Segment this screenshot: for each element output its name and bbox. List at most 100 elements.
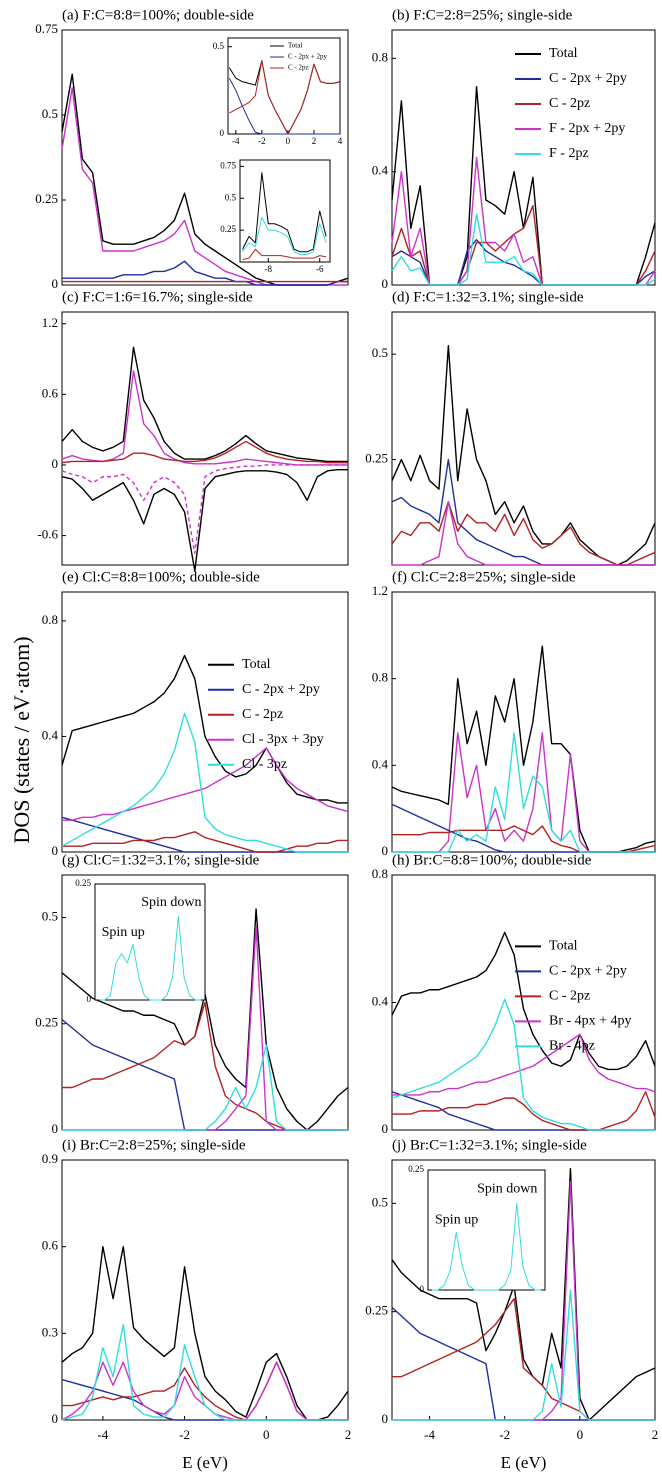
y-tick-label: 0.75 (220, 160, 236, 170)
series-line (392, 1033, 656, 1096)
y-tick-label: 0 (382, 1411, 389, 1426)
legend-label: F - 2pz (549, 146, 589, 161)
y-tick-label: 0.5 (372, 345, 388, 360)
y-tick-label: 0.8 (42, 612, 58, 627)
y-tick-label: 0.8 (372, 866, 388, 881)
y-tick-label: 0.5 (42, 106, 58, 121)
series-line (242, 172, 327, 253)
y-tick-label: 0.25 (35, 1015, 58, 1030)
x-tick-label: 0 (263, 1427, 270, 1442)
series-line (99, 915, 201, 1001)
annotation: Spin up (102, 925, 145, 940)
plot-frame (391, 311, 656, 566)
x-tick-label: -8 (265, 264, 273, 274)
y-tick-label: 0.4 (42, 727, 59, 742)
y-tick-label: 0.25 (35, 191, 58, 206)
y-tick-label: 0.3 (42, 1324, 58, 1339)
y-tick-label: 0 (382, 1121, 389, 1136)
series-line (391, 998, 655, 1131)
panel-title: (g) Cl:C=1:32=3.1%; single-side (62, 852, 260, 868)
y-tick-label: 0.25 (75, 878, 91, 888)
plot-frame (227, 37, 341, 135)
y-tick-label: 0.5 (42, 908, 58, 923)
panel-title: (i) Br:C=2:8=25%; single-side (62, 1137, 246, 1153)
legend-label: F - 2px + 2py (549, 121, 625, 136)
series-line (61, 468, 348, 572)
y-tick-label: 0 (52, 276, 59, 291)
y-tick-label: 0.4 (372, 756, 389, 771)
legend-label: Cl - 3pz (242, 757, 287, 772)
y-tick-label: 0.6 (42, 385, 59, 400)
panel-title: (h) Br:C=8:8=100%; double-side (392, 852, 592, 868)
plot-frame (391, 29, 656, 286)
plot-frame (61, 591, 349, 853)
x-tick-label: -2 (179, 1427, 190, 1442)
panel-title: (d) F:C=1:32=3.1%; single-side (392, 289, 584, 305)
legend-label: C - 2pz (549, 989, 590, 1004)
series-line (61, 464, 348, 554)
y-tick-label: 0.5 (213, 41, 225, 51)
series-line (391, 1167, 656, 1421)
series-line (62, 260, 348, 286)
y-tick-label: 0.25 (365, 451, 388, 466)
y-tick-label: 0.4 (372, 163, 389, 178)
x-tick-label: -4 (232, 136, 240, 146)
series-line (61, 440, 348, 464)
y-tick-label: 0.9 (42, 1151, 58, 1166)
y-tick-label: 0 (382, 276, 389, 291)
legend-label: Total (549, 46, 578, 61)
series-line (391, 213, 656, 286)
y-tick-label: 0 (52, 843, 59, 858)
y-tick-label: 0 (220, 128, 225, 138)
y-tick-label: 0 (52, 456, 59, 471)
series-line (242, 248, 327, 260)
plot-frame (61, 311, 349, 566)
series-line (432, 1203, 541, 1291)
series-line (392, 1289, 655, 1421)
legend-label: C - 2px + 2py (549, 964, 627, 979)
annotation: Spin up (435, 1213, 478, 1228)
annotation: Spin down (477, 1181, 537, 1196)
series-line (61, 654, 348, 804)
legend-label: C - 2px + 2py (549, 71, 627, 86)
series-line (61, 1323, 348, 1421)
y-tick-label: 0.25 (220, 224, 236, 234)
series-line (62, 747, 349, 821)
panel-title: (f) Cl:C=2:8=25%; single-side (392, 569, 576, 585)
panel-title: (j) Br:C=1:32=3.1%; single-side (392, 1137, 587, 1153)
y-tick-label: 0.5 (372, 1194, 388, 1209)
legend-label: C - 2pz (549, 96, 590, 111)
series-line (62, 831, 348, 853)
series-line (242, 216, 327, 255)
y-tick-label: 0.8 (372, 49, 388, 64)
x-tick-label: 0 (286, 136, 291, 146)
series-line (391, 931, 656, 1071)
y-tick-label: 1.2 (42, 315, 58, 330)
series-line (61, 1245, 349, 1421)
y-tick-label: 0 (382, 843, 389, 858)
annotation: Spin down (141, 895, 201, 910)
legend-label: C - 2pz (242, 707, 283, 722)
x-axis-label: E (eV) (182, 1453, 228, 1472)
x-tick-label: -2 (258, 136, 266, 146)
x-tick-label: -4 (424, 1427, 435, 1442)
y-tick-label: 0 (420, 1284, 425, 1294)
legend-label: Total (288, 42, 302, 50)
series-line (228, 77, 340, 135)
y-tick-label: 0.25 (408, 1164, 424, 1174)
plot-frame (61, 1159, 349, 1421)
x-tick-label: 2 (652, 1427, 659, 1442)
y-tick-label: 0.4 (372, 993, 389, 1008)
y-tick-label: 0.8 (372, 670, 388, 685)
x-tick-label: 4 (338, 136, 343, 146)
legend-label: Total (549, 939, 578, 954)
legend-label: C - 2px + 2py (242, 682, 320, 697)
panel-title: (e) Cl:C=8:8=100%; double-side (62, 569, 260, 585)
legend-label: Br - 4pz (549, 1039, 595, 1054)
legend-label: Cl - 3px + 3py (242, 732, 324, 747)
plot-frame (391, 874, 656, 1131)
legend-label: Br - 4px + 4py (549, 1014, 632, 1029)
x-tick-label: 2 (345, 1427, 352, 1442)
series-line (392, 732, 655, 853)
